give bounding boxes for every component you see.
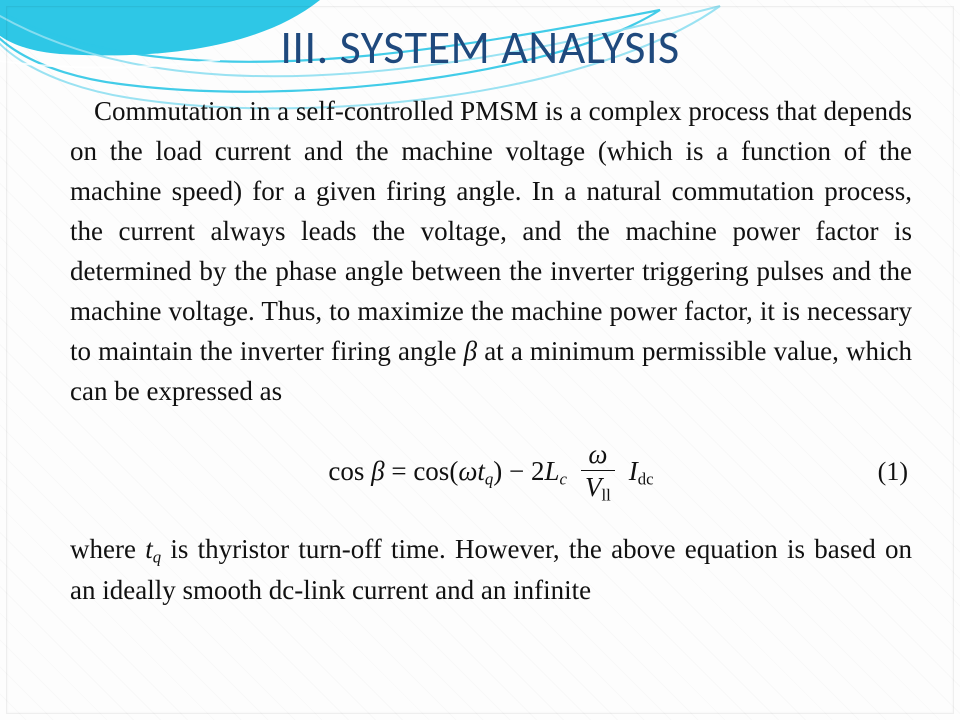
equation-expression: cos β = cos(ωtq) − 2Lc ω Vll Idc (328, 440, 653, 505)
eq-cos-open: cos( (413, 456, 458, 486)
eq-L: L (545, 456, 560, 486)
slide-body: Commutation in a self-controlled PMSM is… (70, 92, 912, 611)
eq-minus-2: − 2 (502, 456, 544, 486)
eq-equals: = (385, 456, 414, 486)
eq-cos-close: ) (493, 456, 502, 486)
eq-L-sub-c: c (560, 469, 567, 488)
p2-text-a: where (70, 534, 145, 564)
eq-fraction: ω Vll (581, 440, 615, 505)
paragraph-2: where tq is thyristor turn-off time. How… (70, 530, 912, 610)
eq-I: I (629, 456, 638, 486)
eq-V: V (585, 472, 602, 502)
p2-t: t (145, 534, 153, 564)
p1-text-a: Commutation in a self-controlled PMSM is… (70, 96, 912, 366)
equation-1: cos β = cos(ωtq) − 2Lc ω Vll Idc (1) (70, 440, 912, 505)
slide-title: III. SYSTEM ANALYSIS (0, 20, 960, 76)
beta-symbol: β (464, 336, 477, 366)
eq-V-sub-ll: ll (601, 486, 610, 505)
equation-number: (1) (878, 453, 908, 491)
p2-text-b: is thyristor turn-off time. However, the… (70, 534, 912, 604)
eq-omega-2: ω (588, 439, 607, 469)
paragraph-1: Commutation in a self-controlled PMSM is… (70, 92, 912, 412)
eq-omega-1: ω (458, 456, 477, 486)
p2-t-sub-q: q (153, 548, 161, 567)
eq-beta: β (371, 456, 384, 486)
eq-t: t (477, 456, 485, 486)
eq-I-sub-dc: dc (638, 469, 654, 488)
eq-cos: cos (328, 456, 371, 486)
